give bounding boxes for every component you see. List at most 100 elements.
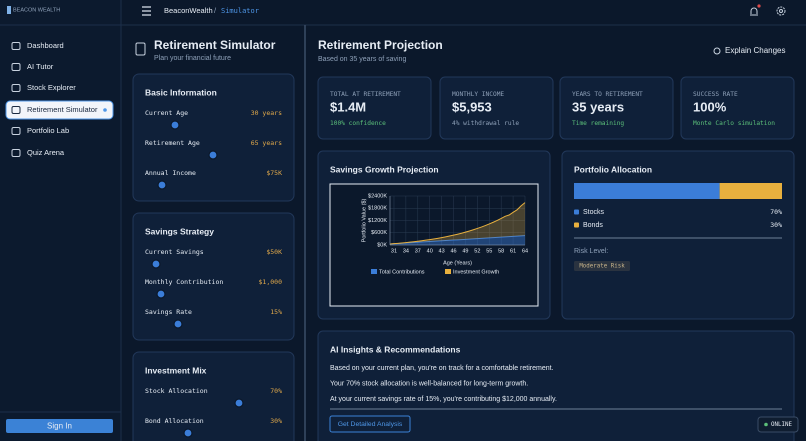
stat-note: 4% withdrawal rule bbox=[452, 120, 519, 127]
nav-item[interactable]: Dashboard bbox=[27, 41, 64, 50]
gear-center bbox=[779, 9, 783, 13]
x-tick-label: 31 bbox=[391, 248, 397, 254]
x-tick-label: 49 bbox=[462, 248, 468, 254]
section-title: Basic Information bbox=[145, 87, 217, 97]
slider-knob[interactable] bbox=[170, 120, 180, 130]
legend-swatch bbox=[371, 269, 377, 274]
info-icon bbox=[713, 47, 721, 55]
x-tick-label: 64 bbox=[522, 248, 528, 254]
stat-note: 100% confidence bbox=[330, 120, 386, 127]
y-tick-label: $1800K bbox=[368, 206, 387, 212]
allocation-bar bbox=[719, 183, 782, 199]
field-value: $50K bbox=[266, 248, 282, 256]
field-label: Monthly Contribution bbox=[145, 278, 223, 286]
slider-knob[interactable] bbox=[173, 319, 183, 329]
insight-text: At your current savings rate of 15%, you… bbox=[330, 396, 557, 403]
slider-knob[interactable] bbox=[234, 398, 244, 408]
stat-card bbox=[317, 76, 432, 140]
y-tick-label: $0K bbox=[377, 242, 387, 248]
sign-in[interactable]: Sign In bbox=[47, 422, 72, 431]
slider-knob[interactable] bbox=[156, 289, 166, 299]
x-tick-label: 61 bbox=[510, 248, 516, 254]
allocation-value: 70% bbox=[770, 208, 782, 216]
allocation-name: Bonds bbox=[583, 222, 603, 229]
sidebar bbox=[0, 0, 121, 441]
brand: BeaconWealth bbox=[164, 6, 213, 15]
nav-icon bbox=[11, 84, 21, 92]
notifications[interactable] bbox=[750, 4, 761, 16]
slider-knob[interactable] bbox=[157, 180, 167, 190]
gear-icon bbox=[776, 6, 786, 16]
allocation-bar bbox=[574, 183, 720, 199]
allocation-card bbox=[561, 150, 795, 320]
y-tick-label: $600K bbox=[371, 230, 387, 236]
slider-knob[interactable] bbox=[151, 259, 161, 269]
field-label: Bond Allocation bbox=[145, 417, 204, 425]
simulator-subtitle: Plan your financial future bbox=[154, 55, 231, 62]
settings-card bbox=[132, 73, 295, 202]
insight-text: Based on your current plan, you're on tr… bbox=[330, 365, 554, 372]
nav-item[interactable]: Stock Explorer bbox=[27, 83, 76, 92]
chart-title: Savings Growth Projection bbox=[330, 164, 439, 174]
x-tick-label: 40 bbox=[427, 248, 433, 254]
risk-badge bbox=[574, 261, 630, 271]
stat-value: $5,953 bbox=[452, 99, 492, 114]
stat-label: TOTAL AT RETIREMENT bbox=[330, 91, 401, 98]
field-label: Current Age bbox=[145, 109, 188, 117]
legend-swatch bbox=[574, 209, 579, 215]
stat-card bbox=[559, 76, 674, 140]
slider-knob[interactable] bbox=[208, 150, 218, 160]
y-tick-label: $1200K bbox=[368, 218, 387, 224]
stat-label: SUCCESS RATE bbox=[693, 91, 738, 98]
nav-item[interactable]: AI Tutor bbox=[27, 62, 54, 71]
y-axis-label: Portfolio Value ($) bbox=[361, 199, 367, 243]
x-axis-label: Age (Years) bbox=[443, 260, 472, 266]
field-value: $1,000 bbox=[259, 278, 283, 286]
analysis-button-label[interactable]: Get Detailed Analysis bbox=[338, 421, 403, 428]
insights-title: AI Insights & Recommendations bbox=[330, 344, 461, 354]
stat-label: MONTHLY INCOME bbox=[452, 91, 504, 98]
stat-card bbox=[680, 76, 795, 140]
field-value: 70% bbox=[270, 387, 282, 395]
nav-icon bbox=[11, 63, 21, 71]
x-tick-label: 43 bbox=[439, 248, 445, 254]
area-line bbox=[389, 202, 526, 245]
stat-card bbox=[439, 76, 554, 140]
section-title: Savings Strategy bbox=[145, 226, 214, 236]
insights-card bbox=[317, 330, 795, 441]
hamburger[interactable] bbox=[142, 6, 151, 16]
nav-active[interactable] bbox=[5, 100, 114, 120]
area bbox=[390, 202, 525, 244]
settings-card bbox=[132, 351, 295, 441]
notification-dot bbox=[757, 4, 761, 8]
field-value: 15% bbox=[270, 308, 282, 316]
separator: / bbox=[214, 6, 217, 15]
nav-icon bbox=[11, 149, 21, 157]
x-tick-label: 46 bbox=[450, 248, 456, 254]
analysis-button[interactable] bbox=[329, 415, 411, 433]
status-badge bbox=[757, 416, 799, 433]
calculator-icon bbox=[135, 42, 146, 56]
settings[interactable] bbox=[776, 6, 786, 16]
logo: BEACON WEALTH bbox=[13, 7, 60, 13]
sign-in-button[interactable] bbox=[6, 419, 113, 433]
x-tick-label: 58 bbox=[498, 248, 504, 254]
nav-item[interactable]: Quiz Arena bbox=[27, 148, 65, 157]
logo-icon bbox=[7, 6, 11, 14]
x-tick-label: 52 bbox=[474, 248, 480, 254]
field-value: $75K bbox=[266, 169, 282, 177]
insight-text: Your 70% stock allocation is well-balanc… bbox=[330, 380, 528, 387]
section-title: Investment Mix bbox=[145, 365, 207, 375]
nav-dot bbox=[103, 108, 107, 112]
area-line bbox=[389, 235, 526, 245]
x-tick-label: 34 bbox=[403, 248, 409, 254]
explain-changes[interactable]: Explain Changes bbox=[725, 46, 785, 55]
risk-value: Moderate Risk bbox=[579, 264, 625, 270]
bell-icon bbox=[750, 7, 758, 16]
nav-item[interactable]: Portfolio Lab bbox=[27, 126, 69, 135]
allocation-title: Portfolio Allocation bbox=[574, 164, 652, 174]
nav-icon bbox=[11, 127, 21, 135]
slider-knob[interactable] bbox=[183, 428, 193, 438]
nav-item[interactable]: Retirement Simulator bbox=[27, 105, 98, 114]
legend-swatch bbox=[574, 222, 579, 228]
